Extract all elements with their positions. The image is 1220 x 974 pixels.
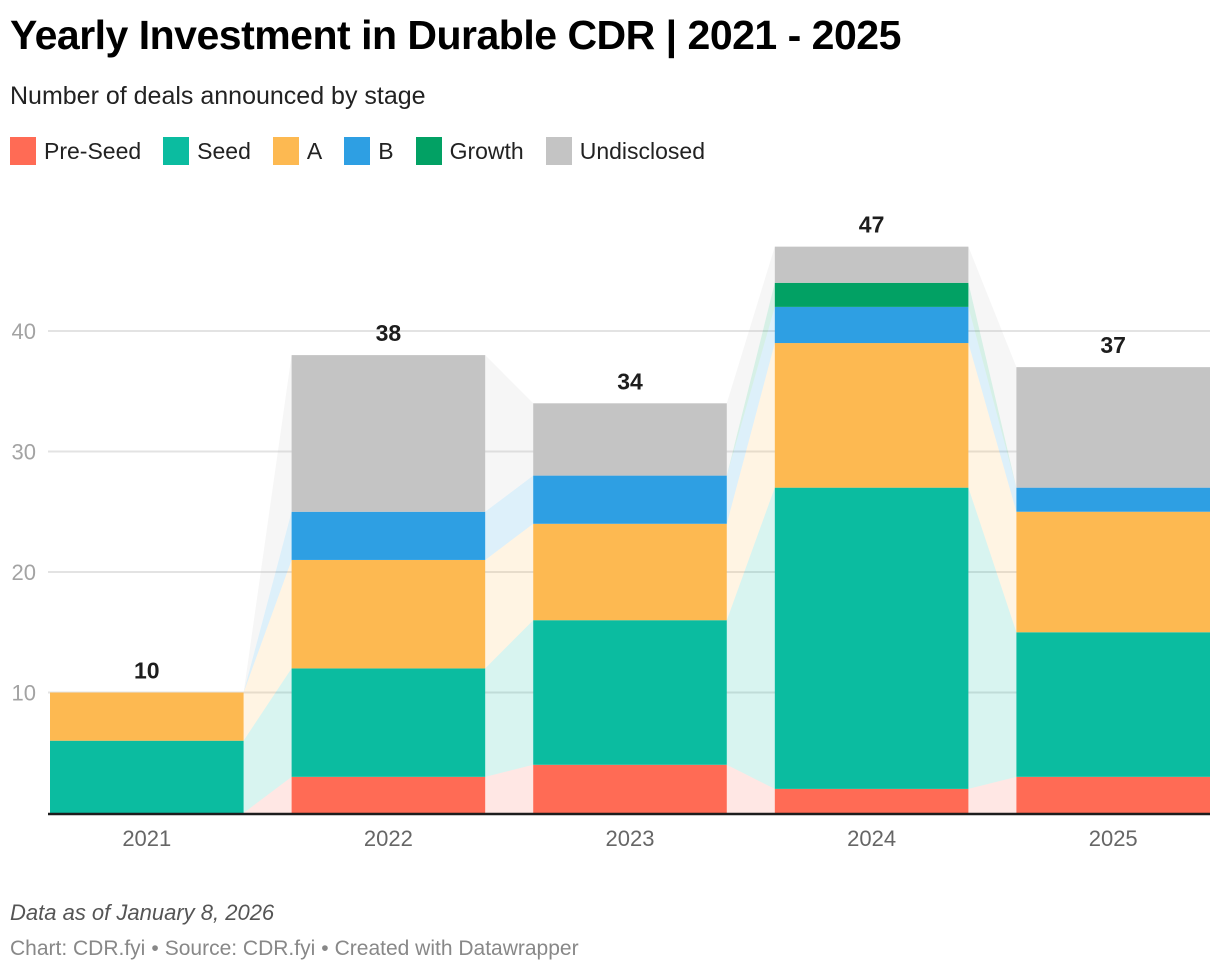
bar-segment-2023-seed [533,620,727,765]
source-credit: Source: CDR.fyi [164,937,316,960]
legend-item-undisclosed: Undisclosed [545,137,706,165]
bar-segment-2025-b [1016,487,1210,512]
connector-band-a [968,343,1017,633]
connector-band-a [485,523,534,669]
connector-band-a [243,559,292,741]
bar-segment-2024-b [774,306,969,344]
chart-subtitle: Number of deals announced by stage [10,82,426,110]
bar-segment-2022-a [291,559,486,669]
connector-band-a [726,343,775,621]
connector-band-undisclosed [968,246,1017,488]
bar-segment-2025-a [1016,511,1210,633]
connector-band-growth [968,282,1017,488]
chart-legend: Pre-Seed Seed A B Growth Undisclosed [10,137,727,165]
bar-segment-2023-a [533,523,727,621]
legend-swatch [163,137,190,165]
x-tick-label: 2025 [1089,826,1138,851]
bar-segment-2024-undisclosed [774,246,969,283]
bar-segment-2024-a [774,343,969,488]
legend-swatch [415,137,442,165]
y-tick-label: 20 [12,560,36,585]
legend-swatch [545,137,572,165]
bar-segment-2022-b [291,511,486,560]
total-label: 37 [1100,332,1126,358]
bar-segment-2022-undisclosed [291,355,486,512]
connector-band-seed [968,487,1017,789]
bar-segment-2025-pre-seed [1016,776,1210,813]
connector-band-seed [485,620,534,777]
y-tick-label: 40 [12,319,36,344]
x-tick-label: 2021 [122,826,171,851]
legend-item-b: B [344,137,394,165]
connector-band-pre-seed [243,776,292,813]
connector-band-b [968,306,1017,512]
x-tick-label: 2022 [364,826,413,851]
bar-segment-2021-seed [50,740,244,813]
bar-segment-2025-undisclosed [1016,367,1210,488]
legend-item-seed: Seed [163,137,251,165]
chart-credit: Chart: CDR.fyi [10,937,146,960]
total-label: 34 [617,368,643,394]
bar-segment-2024-seed [774,487,969,789]
connector-band-b [485,475,534,560]
credits-line: Chart: CDR.fyi • Source: CDR.fyi • Created w… [10,937,579,961]
legend-label: Pre-Seed [44,137,142,164]
connector-band-pre-seed [726,764,775,813]
bar-segment-2023-undisclosed [533,403,727,476]
connector-band-pre-seed [968,776,1017,813]
legend-swatch [344,137,371,165]
total-label: 38 [376,320,402,346]
connector-band-undisclosed [485,355,534,512]
connector-band-growth [726,282,775,476]
legend-label: Growth [449,137,524,164]
y-tick-label: 10 [12,681,36,706]
separator: • [321,937,329,960]
bar-segment-2024-pre-seed [774,788,969,813]
legend-label: Undisclosed [579,137,706,164]
data-date-note: Data as of January 8, 2026 [10,900,275,925]
connector-band-undisclosed [726,246,775,476]
connector-band-undisclosed [243,355,292,693]
tool-credit: Created with Datawrapper [334,937,579,960]
bar-segment-2024-growth [774,282,969,307]
bar-segment-2022-pre-seed [291,776,486,813]
total-label: 47 [859,212,885,238]
legend-swatch [10,137,36,165]
connector-band-pre-seed [485,764,534,813]
legend-item-a: A [272,137,323,165]
connector-band-seed [726,487,775,789]
connector-band-b [726,306,775,524]
x-tick-label: 2024 [847,826,896,851]
chart-title: Yearly Investment in Durable CDR | 2021 … [10,12,901,58]
legend-label: Seed [197,137,251,164]
bar-segment-2025-seed [1016,632,1210,777]
total-label: 10 [134,658,160,684]
connector-band-seed [243,668,292,813]
legend-label: A [306,137,323,164]
legend-item-pre-seed: Pre-Seed [10,137,141,165]
legend-item-growth: Growth [415,137,524,165]
x-tick-label: 2023 [606,826,655,851]
separator: • [151,937,159,960]
bar-segment-2023-b [533,475,727,524]
bar-segment-2022-seed [291,668,486,777]
legend-swatch [272,137,299,165]
legend-label: B [378,137,394,164]
bar-segment-2021-a [50,692,244,741]
y-tick-label: 30 [12,440,36,465]
bar-segment-2023-pre-seed [533,764,727,813]
connector-band-b [243,511,292,693]
